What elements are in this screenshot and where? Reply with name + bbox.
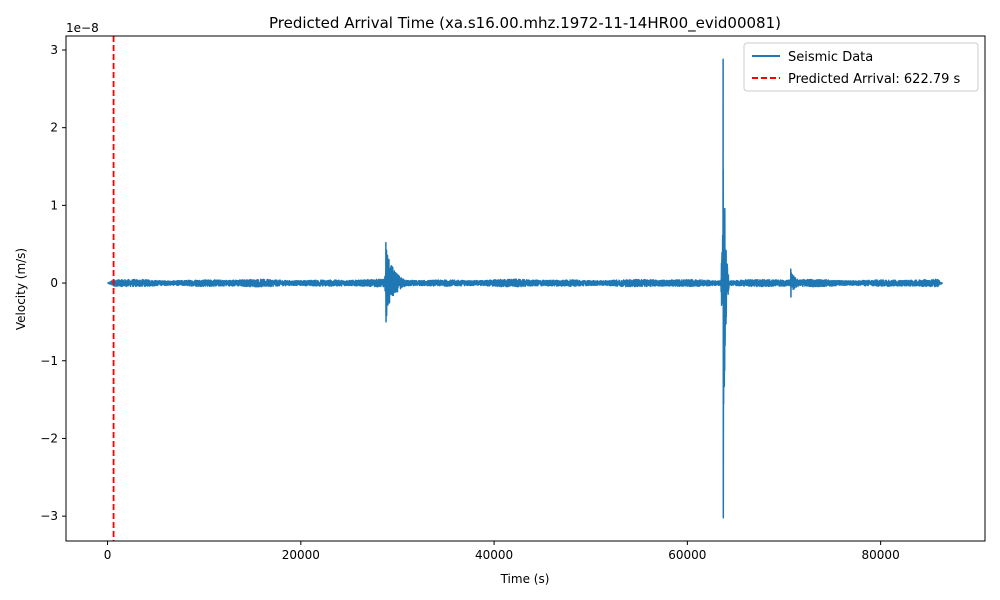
legend-box (743, 42, 979, 92)
series-line-seismic-data (106, 58, 944, 519)
x-tick-label: 80000 (862, 548, 900, 562)
x-axis-label: Time (s) (500, 572, 550, 586)
y-tick-label: 0 (50, 276, 58, 290)
x-tick-label: 60000 (668, 548, 706, 562)
y-axis-label: Velocity (m/s) (14, 248, 28, 330)
y-tick-label: −1 (40, 354, 58, 368)
chart-title: Predicted Arrival Time (xa.s16.00.mhz.19… (269, 14, 781, 33)
axes-frame (65, 35, 986, 542)
x-tick-label: 40000 (475, 548, 513, 562)
plot-area (106, 36, 944, 541)
y-axis: −3 −2 −1 0 1 2 3 (40, 43, 66, 523)
legend-label-seismic-data: Seismic Data (788, 50, 873, 65)
y-offset-label: 1e−8 (66, 21, 99, 35)
y-tick-label: 1 (50, 198, 58, 212)
y-tick-label: 2 (50, 121, 58, 135)
legend-label-predicted-arrival: Predicted Arrival: 622.79 s (788, 72, 961, 87)
y-tick-label: 3 (50, 43, 58, 57)
y-tick-label: −3 (40, 509, 58, 523)
y-tick-label: −2 (40, 431, 58, 445)
legend: Seismic Data Predicted Arrival: 622.79 s (743, 42, 979, 92)
x-axis: 0 20000 40000 60000 80000 (104, 541, 900, 562)
x-tick-label: 20000 (282, 548, 320, 562)
x-tick-label: 0 (104, 548, 112, 562)
